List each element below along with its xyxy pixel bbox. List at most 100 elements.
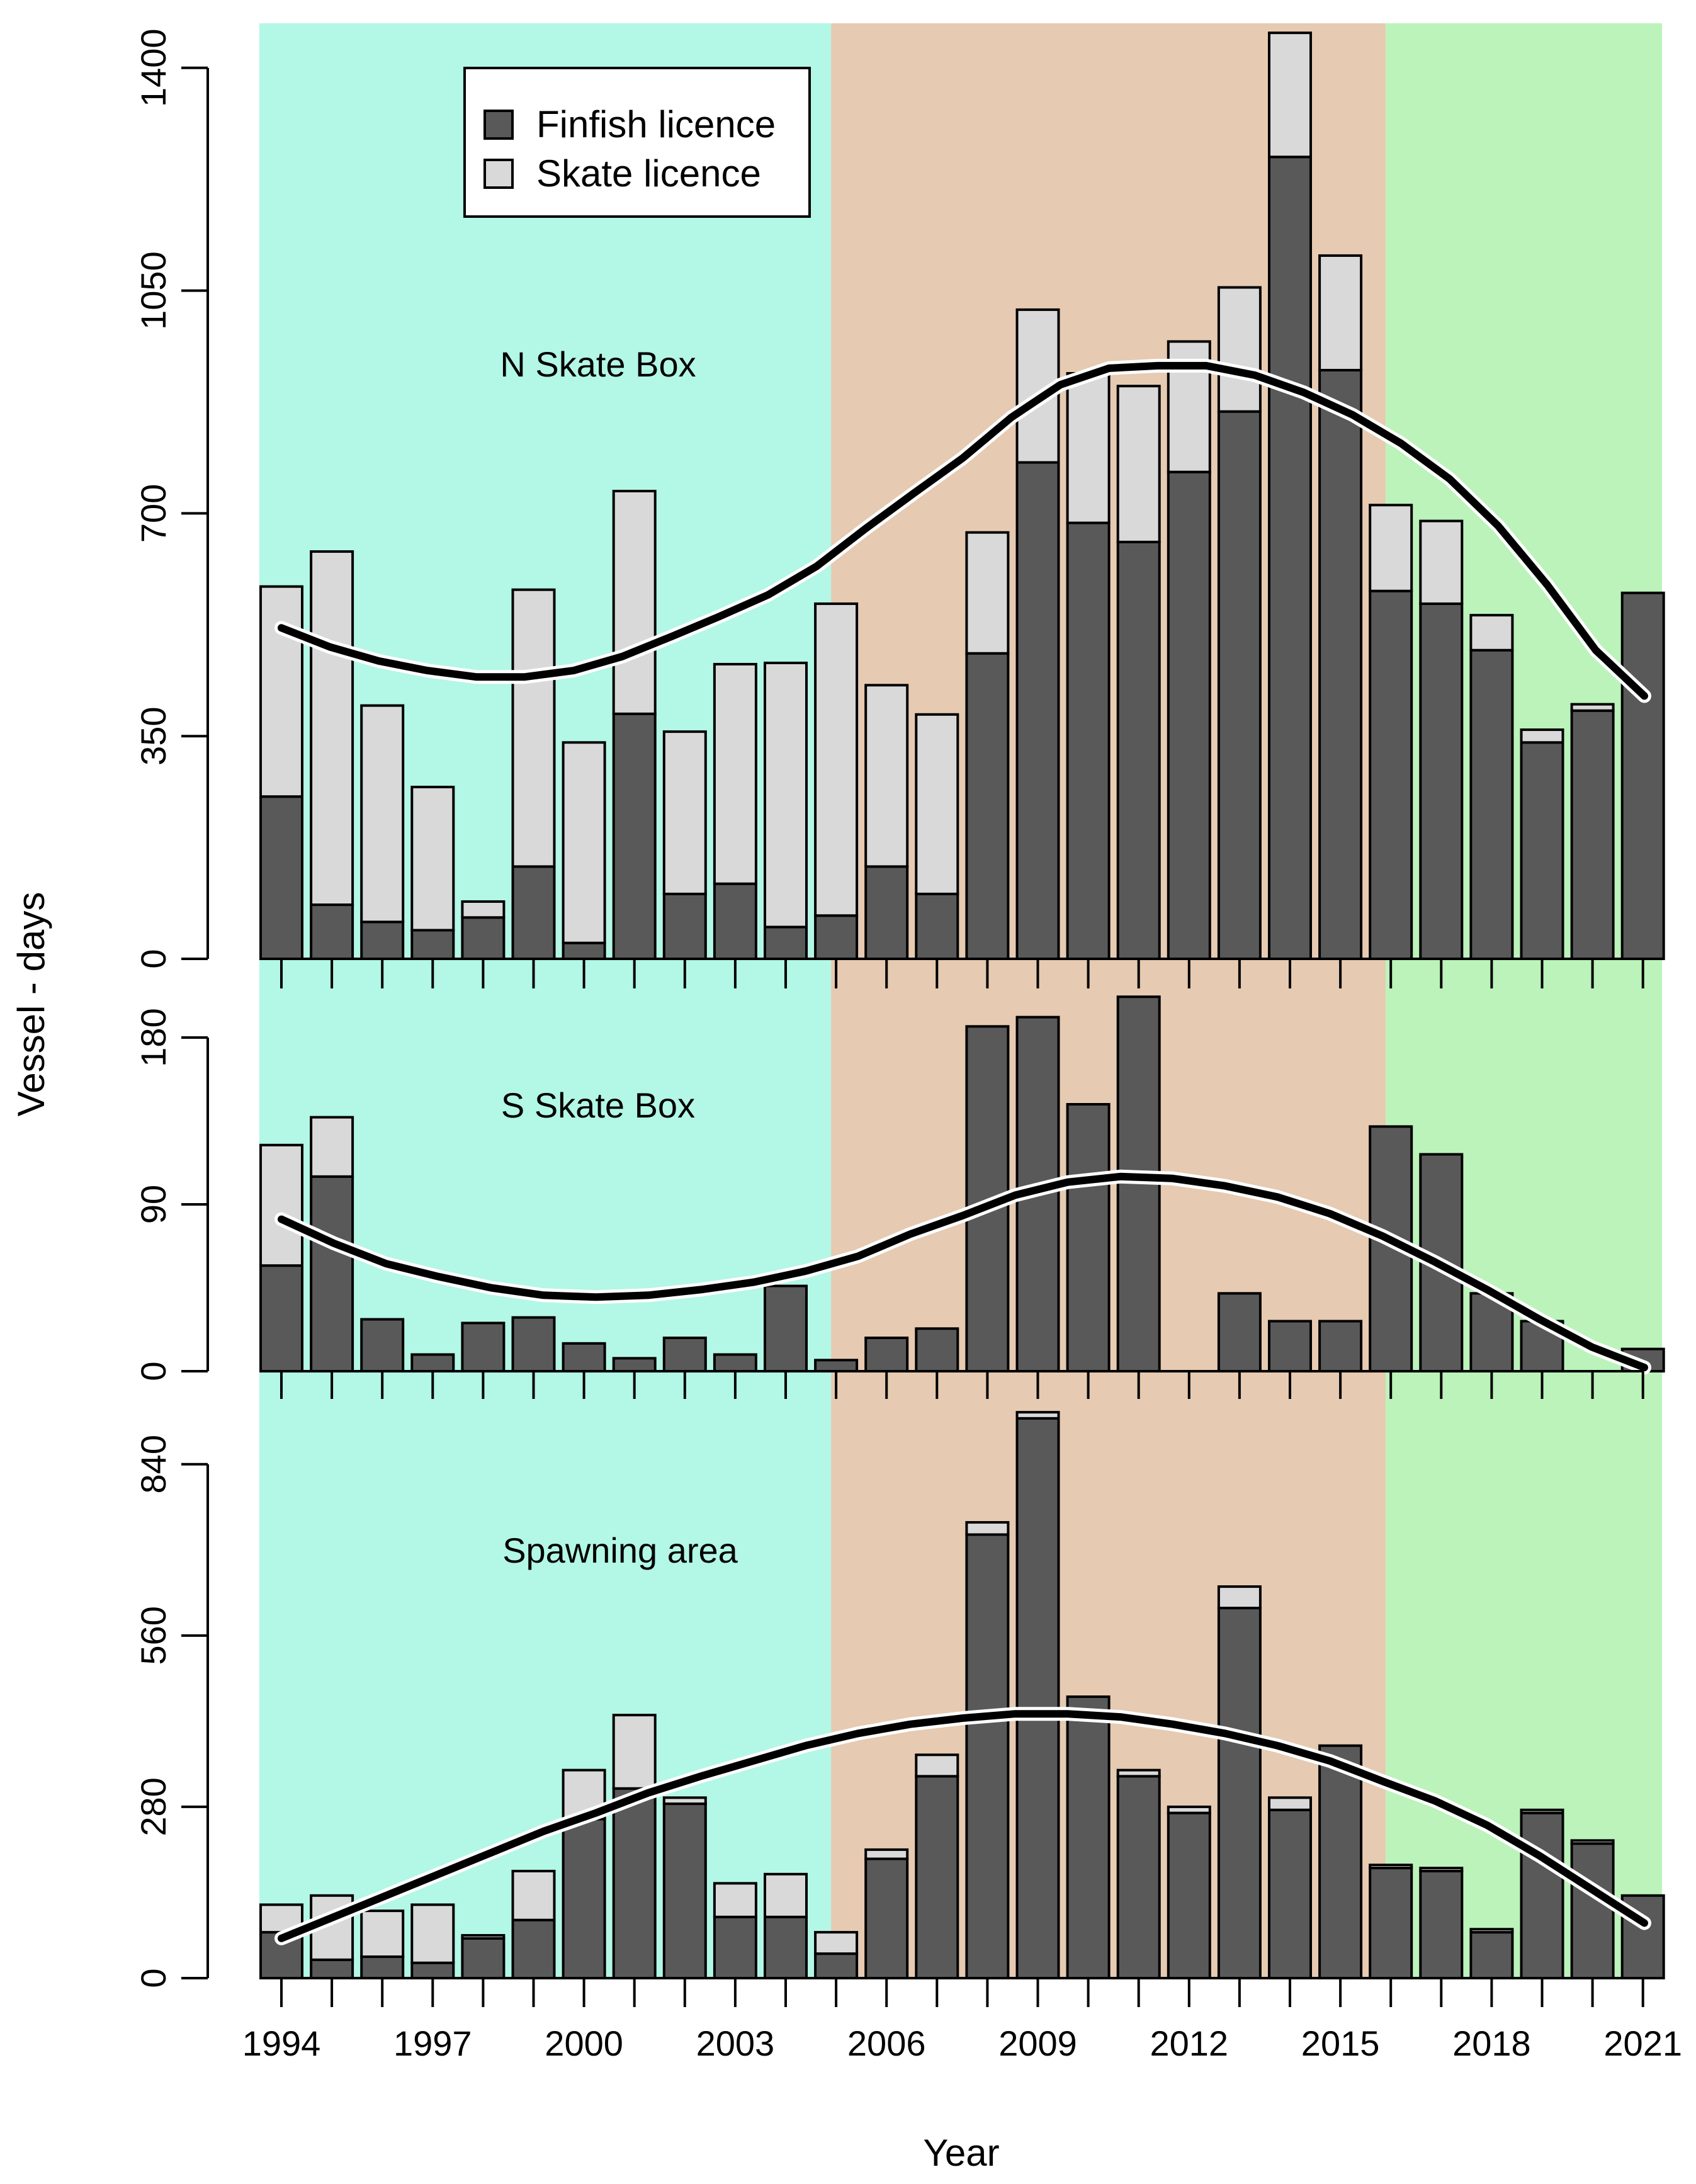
legend-label-finfish: Finfish licence [536,103,776,145]
bar-finfish-2-2018 [1469,1931,1514,1980]
bar-skate-2-2018 [1469,1928,1514,1934]
y-axis-title: Vessel - days [10,892,52,1117]
bar-finfish-0-2021 [1620,591,1665,960]
trend-line-1 [278,1172,1648,1372]
bar-finfish-1-1995 [310,1175,354,1373]
x-tick-label-2003: 2003 [696,2023,775,2063]
bar-finfish-2-2006 [864,1857,909,1980]
trend-lines [274,358,1651,1945]
bar-skate-0-2007 [915,713,959,895]
bar-finfish-0-1998 [461,916,506,960]
x-tick-label-2009: 2009 [998,2023,1077,2063]
bar-skate-0-2005 [814,602,859,917]
bar-skate-2-2009 [1015,1411,1060,1420]
y-tick-label-0-0: 0 [133,949,173,968]
x-tick-label-2012: 2012 [1150,2023,1229,2063]
bar-finfish-0-2017 [1419,602,1464,960]
panel-title-2: Spawning area [502,1530,738,1570]
bar-finfish-0-2008 [965,652,1010,960]
period-background-1 [259,23,832,1978]
bar-finfish-1-2007 [915,1327,959,1373]
bar-finfish-1-2010 [1066,1103,1111,1372]
bar-finfish-1-1997 [410,1353,455,1372]
bar-finfish-0-2005 [814,914,859,961]
bar-skate-2-2011 [1116,1768,1161,1778]
bar-finfish-2-2001 [612,1787,657,1980]
bar-finfish-1-2000 [562,1342,606,1372]
bar-skate-0-1994 [259,585,303,798]
bar-skate-0-1998 [461,900,506,919]
bar-skate-2-2016 [1369,1864,1413,1870]
bar-finfish-2-2004 [764,1915,808,1980]
bar-finfish-2-2007 [915,1775,959,1980]
bar-skate-2-2008 [965,1521,1010,1536]
bar-skate-2-2002 [662,1796,707,1806]
bar-finfish-0-2002 [662,892,707,960]
legend: Finfish licence Skate licence [463,67,811,218]
bar-skate-0-2018 [1469,614,1514,652]
legend-box [463,67,811,218]
y-tick-label-1-180: 180 [133,1008,173,1067]
bar-skate-2-2006 [864,1848,909,1860]
bar-finfish-2-1995 [310,1958,354,1980]
bar-skate-0-2013 [1217,286,1262,413]
y-tick-label-1-0: 0 [133,1361,173,1381]
bar-finfish-0-2015 [1318,368,1363,960]
y-tick-label-2-0: 0 [133,1968,173,1988]
bar-skate-2-2014 [1268,1796,1312,1811]
bar-finfish-1-2015 [1318,1320,1363,1372]
bar-skate-0-2017 [1419,519,1464,605]
bar-skate-0-2015 [1318,254,1363,371]
bar-skate-2-2012 [1167,1805,1211,1814]
legend-swatch-finfish [483,110,514,140]
bar-finfish-0-2000 [562,941,606,961]
bar-finfish-1-2004 [764,1284,808,1372]
trend-line-2 [278,1710,1648,1942]
bar-skate-2-2005 [814,1931,859,1955]
bar-finfish-0-2007 [915,892,959,960]
bar-skate-2-2017 [1419,1867,1464,1872]
bar-skate-0-2001 [612,490,657,715]
bar-finfish-0-2019 [1520,741,1564,960]
bar-finfish-0-2006 [864,865,909,960]
bar-finfish-1-2002 [662,1337,707,1372]
bar-skate-2-1997 [410,1903,455,1964]
bar-finfish-2-2009 [1015,1417,1060,1979]
bar-skate-0-2011 [1116,385,1161,543]
bar-finfish-2-1998 [461,1937,506,1979]
bar-skate-2-1996 [360,1910,405,1958]
x-tick-label-1994: 1994 [242,2023,321,2063]
bar-skate-2-2003 [713,1882,757,1918]
bars [259,31,1665,1980]
bar-finfish-0-1999 [511,865,556,960]
bar-skate-0-2020 [1570,703,1615,712]
bar-skate-2-1998 [461,1933,506,1940]
bar-finfish-0-2011 [1116,540,1161,960]
bar-skate-1-1995 [310,1116,354,1178]
bar-finfish-0-2010 [1066,521,1111,960]
bar-finfish-1-2001 [612,1357,657,1373]
bar-finfish-2-2010 [1066,1695,1111,1979]
bar-finfish-2-1999 [511,1918,556,1980]
bar-finfish-1-1998 [461,1321,506,1372]
bar-finfish-2-1997 [410,1961,455,1980]
bar-finfish-1-2013 [1217,1292,1262,1372]
x-axis-title: Year [923,2132,999,2174]
y-tick-label-0-1050: 1050 [133,251,173,330]
bar-finfish-0-1997 [410,929,455,961]
bar-finfish-2-2000 [562,1818,606,1980]
bar-finfish-2-1996 [360,1955,405,1979]
bar-skate-0-2019 [1520,728,1564,744]
bar-finfish-0-2013 [1217,410,1262,960]
bar-finfish-2-2003 [713,1915,757,1980]
bar-skate-0-2002 [662,730,707,895]
axes [181,66,1644,2007]
x-tick-label-2018: 2018 [1452,2023,1531,2063]
bar-finfish-2-2016 [1369,1867,1413,1979]
bar-finfish-2-2012 [1167,1811,1211,1979]
legend-swatch-skate [483,159,514,189]
period-background-3 [1386,23,1662,1978]
bar-skate-0-2006 [864,684,909,868]
bar-finfish-2-2015 [1318,1744,1363,1979]
